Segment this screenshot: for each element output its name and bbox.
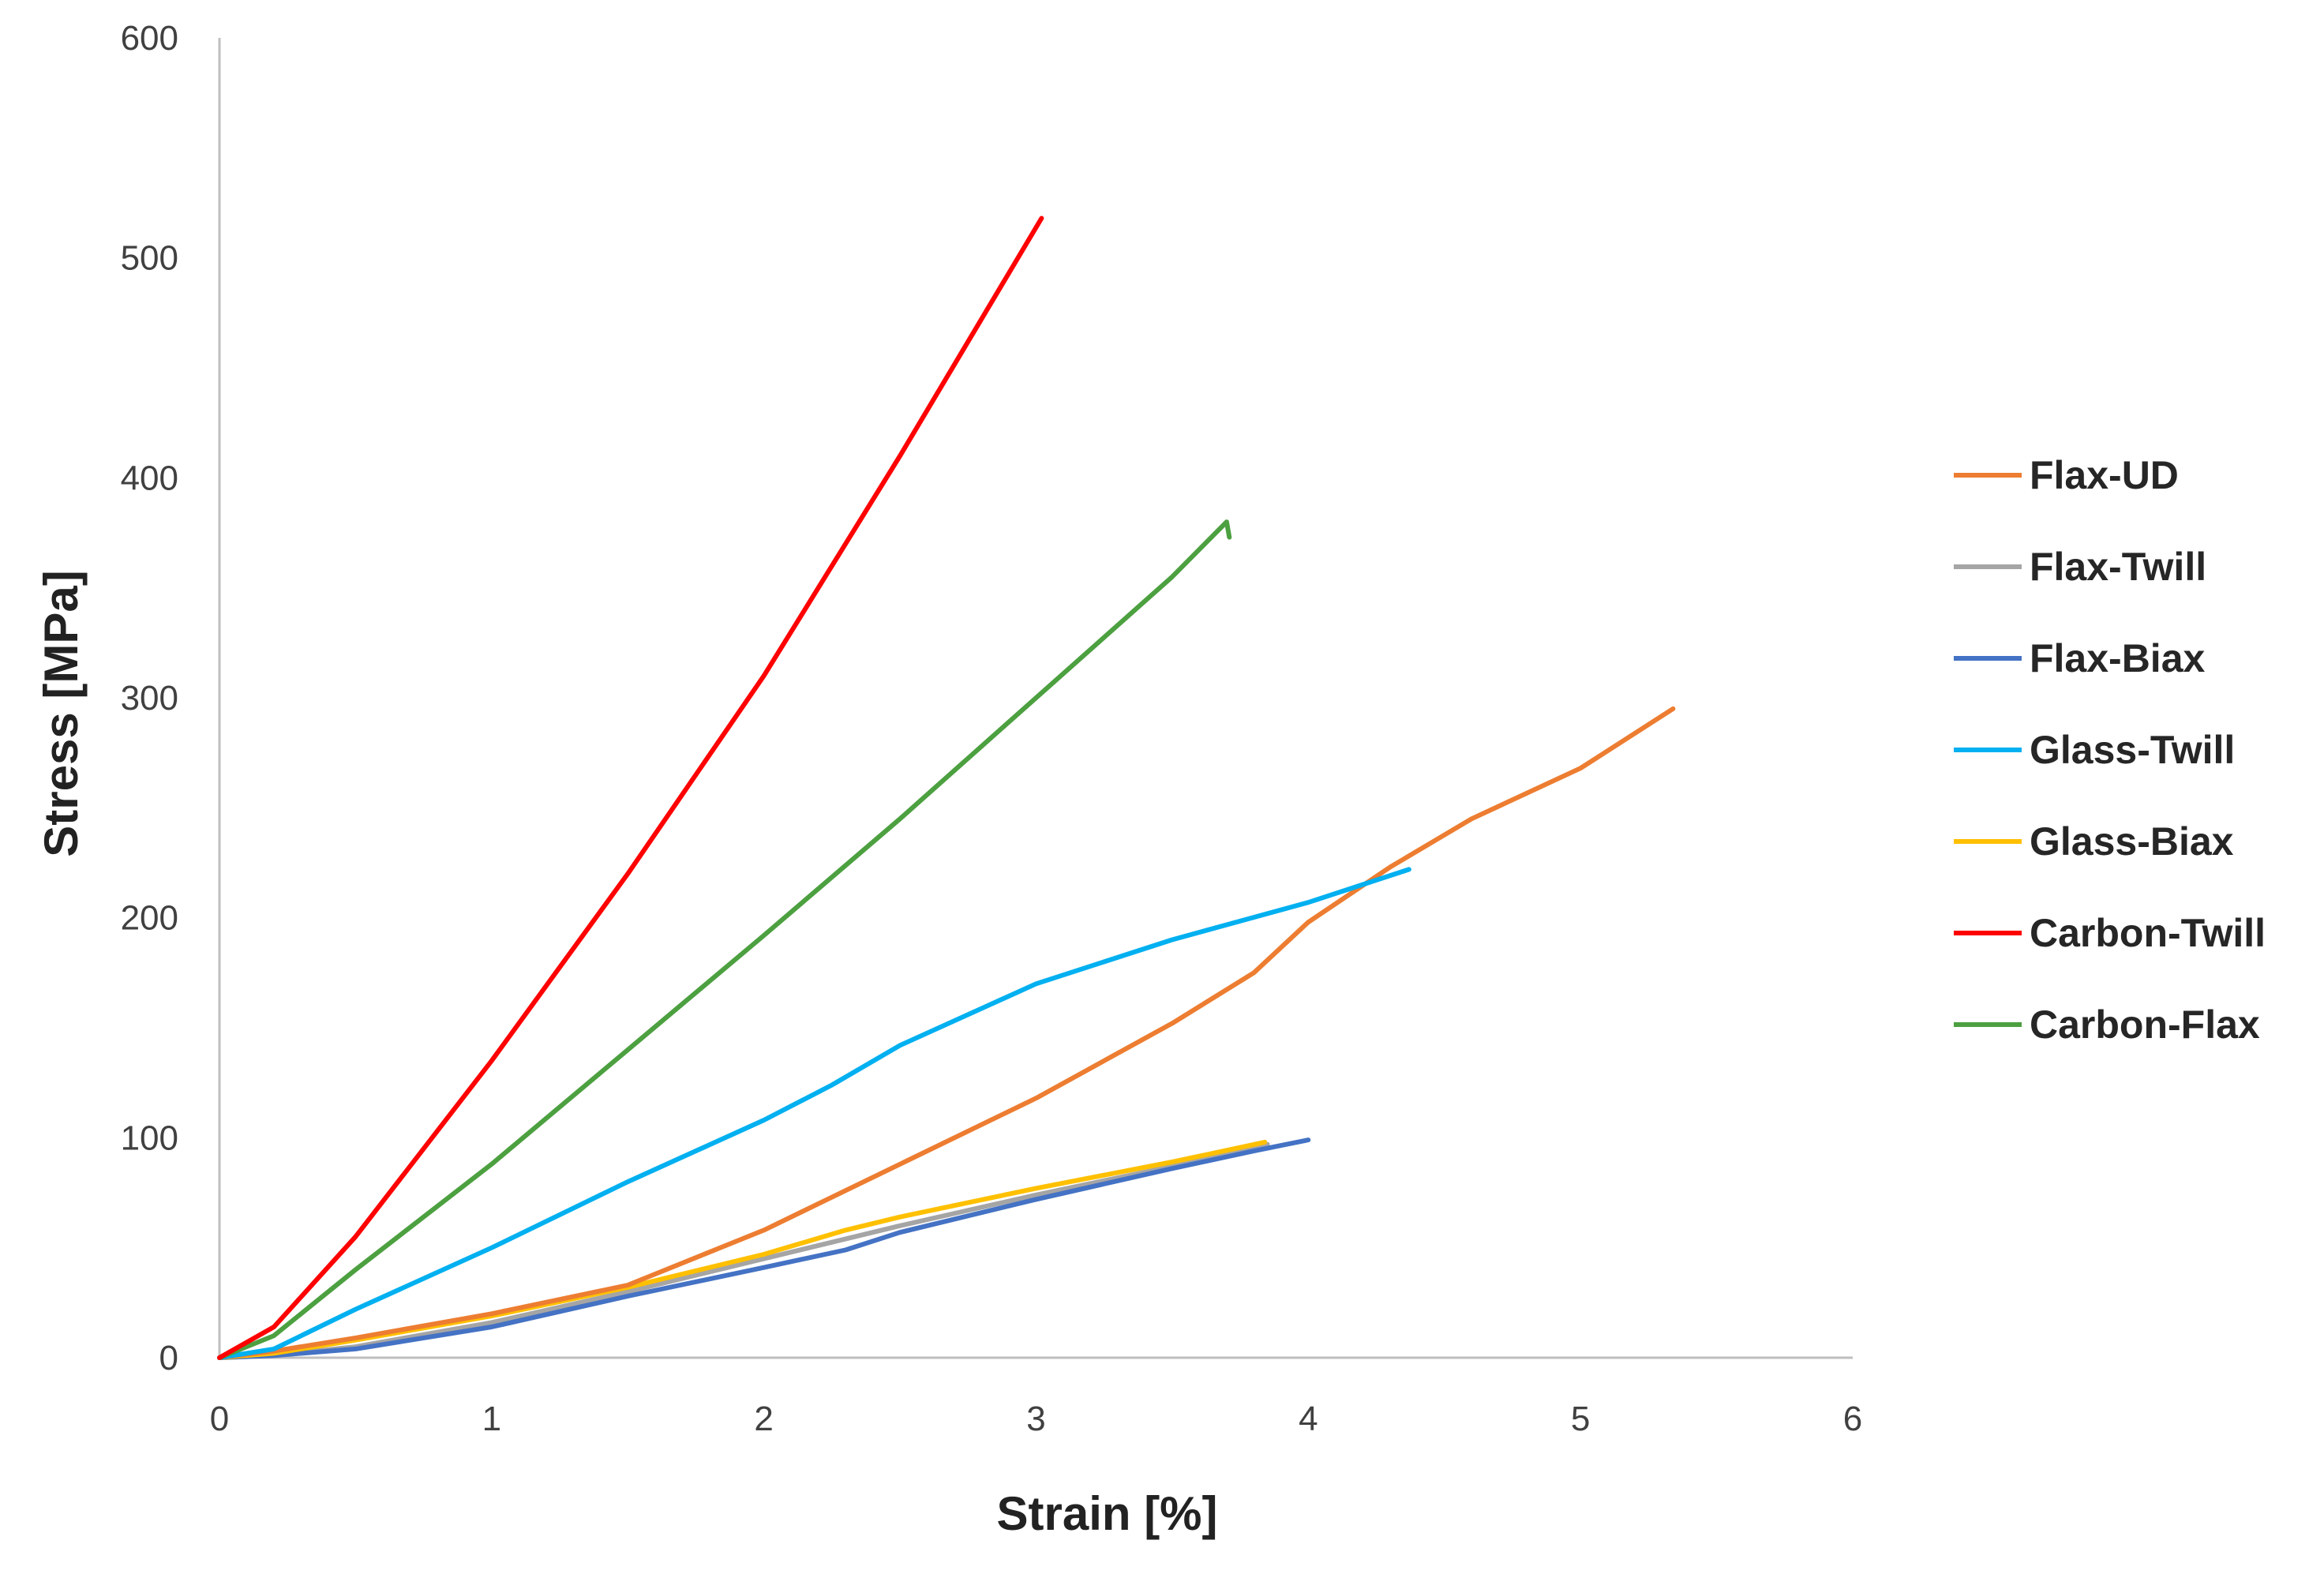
x-tick-label: 0 [210, 1400, 229, 1438]
x-tick-label: 5 [1571, 1400, 1590, 1438]
x-tick-label: 1 [482, 1400, 501, 1438]
series-lines [217, 215, 1676, 1360]
axes [218, 38, 1853, 1359]
tick-labels: 0 1 2 3 4 5 6 0 100 200 300 400 500 600 [121, 19, 1863, 1438]
x-tick-label: 3 [1026, 1400, 1045, 1438]
legend-label: Flax-Biax [2030, 636, 2206, 680]
legend-item: Flax-Twill [1954, 545, 2206, 589]
y-tick-label: 300 [121, 679, 178, 718]
legend-label: Carbon-Flax [2030, 1002, 2260, 1047]
legend-item: Carbon-Twill [1954, 911, 2266, 955]
y-tick-label: 200 [121, 899, 178, 938]
series-line-flax-biax [217, 1137, 1311, 1360]
y-axis-title: Stress [MPa] [35, 570, 88, 856]
legend-label: Glass-Biax [2030, 819, 2234, 864]
y-tick-label: 500 [121, 239, 178, 278]
legend-item: Flax-UD [1954, 453, 2179, 497]
series-line-glass-twill [217, 867, 1411, 1360]
legend-item: Glass-Twill [1954, 728, 2235, 772]
x-axis-title: Strain [%] [996, 1487, 1217, 1540]
y-tick-label: 600 [121, 19, 178, 58]
series-line-carbon-flax [217, 519, 1232, 1360]
series-line-carbon-twill [217, 215, 1044, 1360]
y-tick-label: 0 [159, 1339, 178, 1377]
legend-item: Flax-Biax [1954, 636, 2206, 680]
x-tick-label: 2 [754, 1400, 773, 1438]
x-tick-label: 6 [1843, 1400, 1862, 1438]
legend-label: Flax-UD [2030, 453, 2179, 497]
y-tick-label: 100 [121, 1119, 178, 1157]
series-line-flax-ud [217, 706, 1676, 1360]
x-tick-label: 4 [1299, 1400, 1318, 1438]
legend-item: Glass-Biax [1954, 819, 2234, 864]
legend: Flax-UD Flax-Twill Flax-Biax Glass-Twill Gla… [1954, 453, 2266, 1047]
legend-label: Carbon-Twill [2030, 911, 2266, 955]
series-line-glass-biax [217, 1139, 1268, 1360]
legend-label: Glass-Twill [2030, 728, 2235, 772]
y-tick-label: 400 [121, 459, 178, 497]
legend-item: Carbon-Flax [1954, 1002, 2260, 1047]
legend-label: Flax-Twill [2030, 545, 2206, 589]
